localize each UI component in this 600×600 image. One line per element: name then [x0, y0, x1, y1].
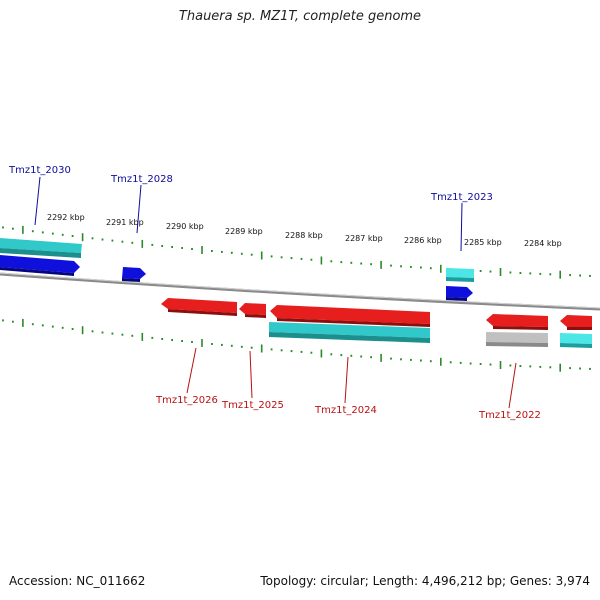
leader-line — [136, 184, 142, 234]
forward-gene-feature[interactable] — [0, 238, 82, 253]
reverse-cds-feature-shadow — [168, 309, 237, 316]
ruler-labels: 2292 kbp 2291 kbp 2290 kbp 2289 kbp 2288… — [47, 213, 562, 248]
gene-label[interactable]: Tmz1t_2030 — [8, 165, 71, 176]
reverse-cds-feature[interactable] — [560, 315, 592, 327]
reverse-cds-feature-shadow — [493, 326, 548, 330]
forward-strand-features — [0, 238, 474, 301]
pseudo-gene-feature[interactable] — [486, 332, 548, 343]
pseudo-gene-feature-shadow — [486, 342, 548, 347]
forward-cds-feature[interactable] — [446, 286, 473, 298]
reverse-cds-feature-shadow — [245, 314, 266, 318]
forward-gene-feature[interactable] — [446, 268, 474, 278]
forward-strand-ticks — [2, 225, 591, 279]
ruler-label: 2292 kbp — [47, 213, 85, 222]
reverse-cds-feature-shadow — [567, 327, 592, 330]
ruler-label: 2284 kbp — [524, 239, 562, 248]
leader-line — [186, 347, 197, 394]
forward-cds-feature-shadow — [0, 267, 74, 276]
ruler-label: 2291 kbp — [106, 218, 144, 227]
reverse-strand-ticks — [2, 318, 591, 372]
reverse-cds-feature[interactable] — [239, 303, 266, 315]
leader-line — [460, 202, 463, 252]
ruler-label: 2287 kbp — [345, 234, 383, 243]
ruler-label: 2290 kbp — [166, 222, 204, 231]
forward-gene-feature-shadow — [446, 277, 474, 282]
reverse-gene-feature-shadow — [269, 332, 430, 343]
reverse-cds-feature[interactable] — [486, 314, 548, 327]
reverse-cds-feature[interactable] — [270, 305, 430, 324]
gene-labels: Tmz1t_2030 Tmz1t_2028 Tmz1t_2023 Tmz1t_2… — [8, 165, 541, 421]
ruler-label: 2285 kbp — [464, 238, 502, 247]
forward-cds-feature[interactable] — [0, 255, 80, 273]
forward-cds-feature-shadow — [122, 278, 140, 282]
leader-line — [344, 356, 349, 404]
forward-cds-feature[interactable] — [122, 267, 146, 279]
reverse-cds-feature[interactable] — [161, 298, 237, 313]
ruler-label: 2289 kbp — [225, 227, 263, 236]
reverse-gene-feature[interactable] — [560, 333, 592, 344]
genome-summary-text: Topology: circular; Length: 4,496,212 bp… — [260, 574, 590, 588]
ruler-label: 2286 kbp — [404, 236, 442, 245]
accession-text: Accession: NC_011662 — [9, 574, 146, 588]
ruler-label: 2288 kbp — [285, 231, 323, 240]
genome-backbone-highlight — [0, 272, 600, 309]
reverse-gene-feature-shadow — [560, 343, 592, 348]
reverse-strand-features — [161, 298, 592, 348]
reverse-cds-feature-shadow — [277, 318, 430, 327]
leader-line — [249, 350, 253, 399]
gene-label[interactable]: Tmz1t_2025 — [221, 400, 284, 411]
forward-cds-feature-shadow — [446, 297, 467, 301]
forward-gene-feature-shadow — [0, 248, 81, 258]
gene-label[interactable]: Tmz1t_2022 — [478, 410, 541, 421]
gene-label[interactable]: Tmz1t_2023 — [430, 192, 493, 203]
label-leaders — [34, 176, 517, 409]
map-title: Thauera sp. MZ1T, complete genome — [178, 9, 422, 24]
gene-label[interactable]: Tmz1t_2026 — [155, 395, 218, 406]
gene-label[interactable]: Tmz1t_2024 — [314, 405, 377, 416]
reverse-gene-feature[interactable] — [269, 322, 430, 338]
leader-line — [34, 176, 41, 226]
gene-label[interactable]: Tmz1t_2028 — [110, 174, 173, 185]
leader-line — [508, 362, 517, 409]
genome-backbone — [0, 272, 600, 311]
